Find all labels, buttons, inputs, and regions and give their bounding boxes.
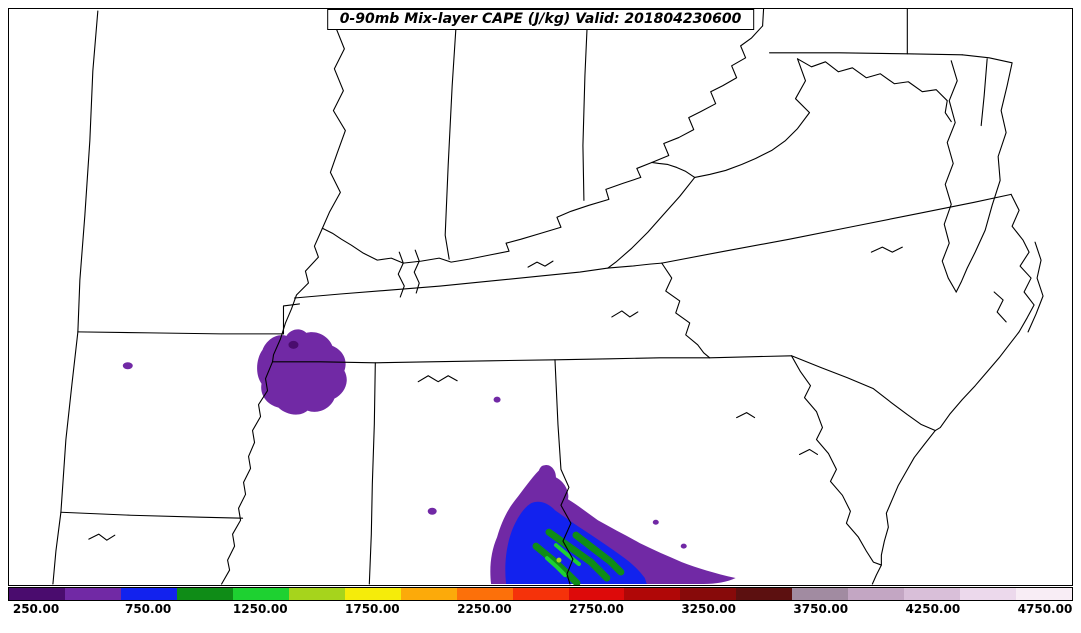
border-mississippi-alabama [368,362,376,585]
border-tennessee-south [271,357,711,364]
border-missouri-bootheel [282,303,301,335]
river-louisiana [88,533,116,541]
colorbar-segment [64,588,121,600]
border-kentucky-virginia [607,176,696,269]
border-missouri-arkansas [77,331,285,335]
cape-spot-arkansas-dark [288,340,299,349]
border-arkansas-west [60,331,79,513]
border-tennessee-northcarolina [661,262,711,359]
map-area: 0-90mb Mix-layer CAPE (J/kg) Valid: 2018… [8,8,1073,586]
colorbar [8,587,1073,601]
river-cumberland-at-kentucky [413,249,420,294]
border-louisiana-west [52,511,62,585]
river-southcarolina-2 [798,448,819,456]
colorbar-segment [456,588,513,600]
coast-outer-banks [1027,241,1044,333]
colorbar-tick-labels: 250.00 750.00 1250.00 1750.00 2250.00 2750.00… [8,602,1073,620]
colorbar-segment [960,588,1017,600]
border-mason-dixon [769,52,963,56]
river-pamlico-sound [993,291,1007,323]
colorbar-segment [512,588,569,600]
border-delaware-maryland [980,58,988,127]
cape-speck-georgia-2 [680,543,687,549]
colorbar-tick-label: 2250.00 [457,602,512,616]
colorbar-segment [624,588,681,600]
cape-spot-georgia-yellowgreen [556,557,562,563]
border-indiana-ohio [582,9,589,201]
border-georgia-northcarolina [709,355,793,359]
coast-southcarolina-georgia [871,429,936,585]
colorbar-tick-label: 4750.00 [1017,602,1073,616]
colorbar-tick-label: 1750.00 [345,602,400,616]
border-westvirginia-virginia [694,58,811,178]
colorbar-segment [9,588,65,600]
border-arkansas-louisiana [60,511,244,519]
cape-region-arkansas-purple [257,329,347,415]
colorbar-segment [232,588,289,600]
colorbar-tick-label: 750.00 [124,602,172,616]
colorbar-segment [344,588,401,600]
river-potomac [796,58,952,123]
colorbar-tick-label: 250.00 [12,602,60,616]
cape-speck-central-arkansas [122,362,133,370]
map-svg [52,9,1044,585]
river-tennessee-alabama [417,375,458,383]
cape-filled-contours [122,329,736,585]
border-alabama-georgia [554,359,574,585]
map-title: 0-90mb Mix-layer CAPE (J/kg) Valid: 2018… [326,9,755,30]
cape-region-georgia-brightgreen-streaks [544,543,581,578]
border-kentucky-tennessee [293,267,609,299]
border-tennessee-virginia [607,262,663,269]
coast-virginia-northcarolina [934,193,1035,432]
border-westvirginia-kentucky [651,161,696,178]
river-kentucky-squiggle [527,260,554,268]
border-northcarolina-southcarolina [790,355,936,432]
river-east-tennessee [611,310,639,318]
colorbar-segment [288,588,345,600]
colorbar-segment [792,588,849,600]
colorbar-segment [736,588,793,600]
river-tennessee-at-kentucky [397,251,405,298]
colorbar-tick-label: 4250.00 [905,602,961,616]
border-missouri-west [77,10,99,333]
coast-delmarva-east [955,54,1013,293]
river-savannah-georgia-southcarolina [790,355,882,566]
colorbar-segment [904,588,961,600]
colorbar-segment [1016,588,1073,600]
cape-speck-north-alabama [493,396,501,403]
cape-speck-central-alabama [427,507,437,515]
colorbar-segment [568,588,625,600]
coast-chesapeake-west [941,60,958,293]
colorbar-tick-label: 3250.00 [681,602,736,616]
river-mississippi [221,10,346,585]
border-westvirginia-panhandle [762,9,765,27]
border-virginia-northcarolina [661,193,1012,264]
colorbar-segment [680,588,737,600]
river-ohio-kentucky-border [321,25,764,264]
colorbar-segment [176,588,233,600]
river-james-virginia [870,246,903,253]
colorbar-tick-label: 3750.00 [793,602,849,616]
colorbar-tick-label: 2750.00 [569,602,624,616]
state-boundaries [52,9,1044,585]
border-illinois-indiana [444,9,458,260]
river-southcarolina-1 [736,412,756,419]
colorbar-segment [400,588,457,600]
colorbar-segment [848,588,905,600]
cape-speck-georgia-1 [652,519,659,525]
colorbar-segment [120,588,177,600]
cape-region-georgia-green-streaks [532,528,625,585]
colorbar-tick-label: 1250.00 [232,602,288,616]
